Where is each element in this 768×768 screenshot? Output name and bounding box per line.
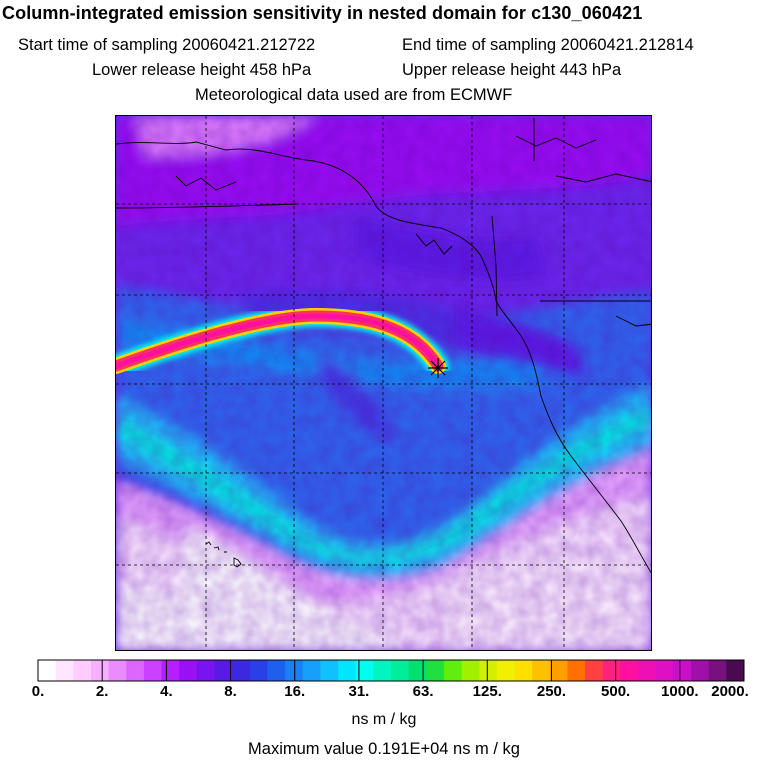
legend-tick-label: 63. [412,683,434,700]
release-point-marker [428,358,448,378]
legend-swatch [443,660,463,681]
met-data-label: Meteorological data used are from ECMWF [195,86,513,104]
legend-swatch [161,660,180,681]
legend-tick-label: 125. [472,683,502,700]
legend-swatch [567,660,586,681]
legend-swatch [638,660,657,681]
legend-swatch [373,660,392,681]
map-panel [115,115,652,651]
legend-swatch [673,660,692,681]
legend-swatch [55,660,74,681]
legend-tick-label: 8. [224,683,237,700]
legend-swatch [708,660,727,681]
legend-swatch [285,660,304,681]
legend-swatch [620,660,639,681]
legend-tick-label: 16. [284,683,306,700]
legend-swatch [655,660,674,681]
legend-swatch [338,660,357,681]
legend-swatch [214,660,233,681]
legend-swatch [267,660,286,681]
legend-border [37,659,745,682]
graticule [116,116,651,650]
legend-swatch [90,660,110,681]
legend-tick-label: 250. [536,683,567,700]
legend-swatch [391,660,410,681]
legend-tick-label: 1000. [661,683,699,700]
end-time-label: End time of sampling 20060421.212814 [402,36,694,54]
legend-swatch [249,660,268,681]
start-time-label: Start time of sampling 20060421.212722 [18,36,316,54]
legend-swatch [532,660,551,681]
legend-tick-label: 2000. [711,683,749,700]
legend-tick-label: 500. [601,683,631,700]
legend-swatch [691,660,710,681]
legend-tick-label: 0. [31,683,45,700]
legend-swatch [496,660,516,681]
legend-swatch [549,660,568,681]
legend-swatch [302,660,321,681]
legend-swatch [320,660,339,681]
legend-swatch [602,660,621,681]
map-title: Column-integrated emission sensitivity i… [2,3,643,23]
footprint-plume [116,304,449,377]
legend-swatch [179,660,198,681]
legend-swatch [426,660,445,681]
legend-swatch [585,660,604,681]
legend-tick-label: 2. [95,683,109,700]
legend-swatch [514,660,533,681]
legend-swatch [196,660,215,681]
sensitivity-map [116,116,651,650]
upper-release-label: Upper release height 443 hPa [402,61,622,79]
legend-swatch [479,660,498,681]
legend-swatch [73,660,92,681]
legend-tick-label: 4. [160,683,173,700]
legend-swatch [461,660,480,681]
color-legend [37,659,745,682]
legend-tick-label: 31. [348,683,370,700]
legend-swatch [108,660,127,681]
legend-swatch [143,660,163,681]
legend-units: ns m / kg [351,711,417,728]
legend-swatch [232,660,251,681]
legend-swatch [355,660,374,681]
legend-swatch [726,660,745,681]
legend-swatch [38,660,57,681]
maximum-value-label: Maximum value 0.191E+04 ns m / kg [248,740,520,758]
field-texture [116,116,651,650]
legend-swatch [408,660,427,681]
lower-release-label: Lower release height 458 hPa [92,61,312,79]
legend-swatch [126,660,145,681]
